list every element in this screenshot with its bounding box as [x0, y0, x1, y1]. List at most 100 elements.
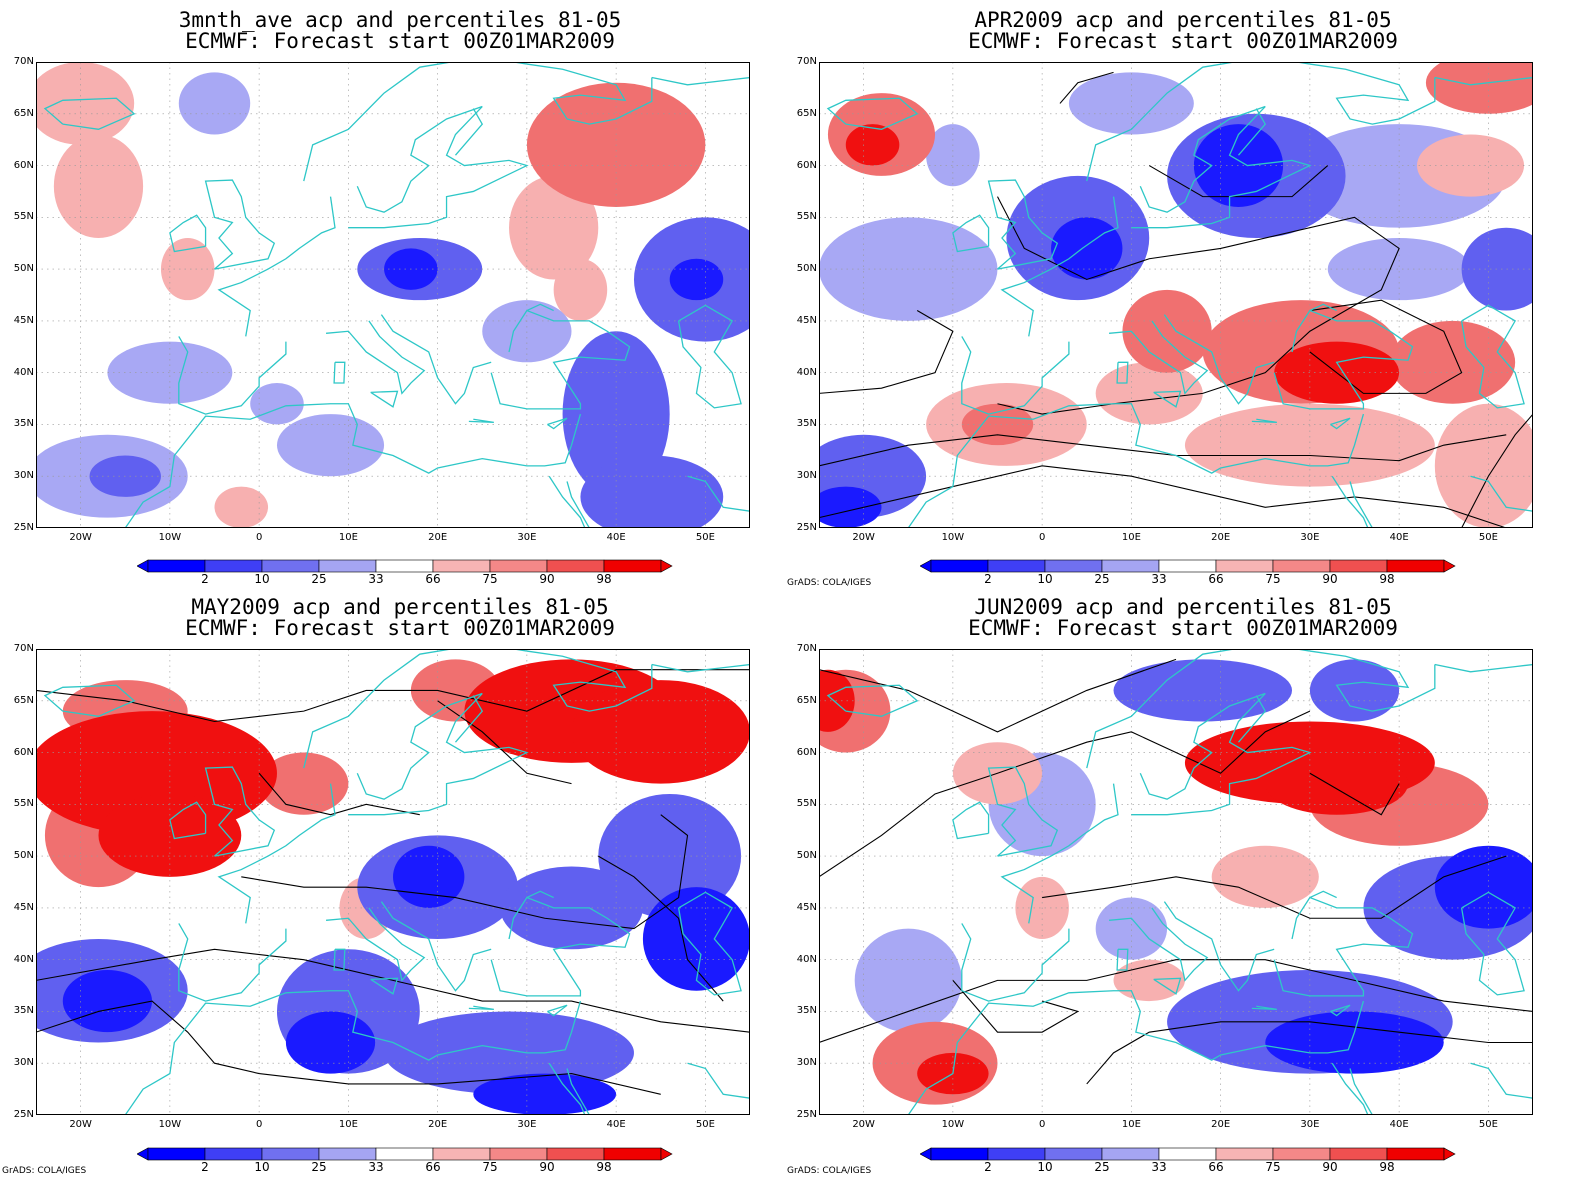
colorbar-label: 66 — [1208, 572, 1224, 586]
latitude-tick-label: 60N — [13, 159, 34, 171]
colorbar-label: 25 — [1094, 1160, 1110, 1174]
low-percentile-region — [62, 970, 153, 1033]
contour-line — [1461, 413, 1533, 528]
longitude-tick-label: 10E — [1121, 532, 1141, 543]
colorbar-swatch — [261, 559, 320, 573]
coastline — [526, 650, 653, 712]
colorbar-label: 90 — [1322, 1160, 1338, 1174]
latitude-tick-label: 35N — [796, 1005, 817, 1017]
colorbar-arrow-left — [136, 1147, 149, 1161]
latitude-tick-label: 35N — [13, 1005, 34, 1017]
map-plot-area — [819, 62, 1553, 542]
high-percentile-region — [1211, 845, 1319, 908]
latitude-tick-label: 70N — [796, 56, 817, 67]
colorbar-svg — [919, 559, 1456, 573]
longitude-tick-label: 20E — [428, 532, 448, 543]
coastline — [987, 766, 1059, 857]
map-svg — [819, 62, 1533, 528]
low-percentile-region — [1068, 72, 1194, 135]
high-percentile-region — [845, 124, 900, 166]
coastline — [204, 179, 276, 270]
map-svg — [819, 649, 1533, 1115]
longitude-tick-label: 30E — [1300, 1119, 1320, 1130]
high-percentile-region — [1122, 289, 1212, 373]
colorbar-label: 10 — [254, 1160, 270, 1174]
grads-credit: GrADS: COLA/IGES — [2, 1166, 87, 1176]
coastline — [907, 990, 1365, 1115]
contour-line — [1086, 1021, 1533, 1085]
coastline — [178, 336, 287, 415]
latitude-tick-label: 40N — [13, 366, 34, 378]
longitude-tick-label: 20W — [852, 532, 875, 543]
longitude-tick-label: 30E — [1300, 532, 1320, 543]
low-percentile-region — [854, 928, 962, 1033]
contour-line — [1042, 855, 1507, 919]
contour-line — [819, 658, 1177, 733]
colorbar-label: 98 — [596, 1160, 612, 1174]
colorbar-swatch — [1101, 1147, 1160, 1161]
colorbar-swatch — [1215, 1147, 1274, 1161]
coastline — [1349, 1068, 1373, 1115]
coastline — [303, 649, 527, 769]
colorbar-arrow-left — [136, 559, 149, 573]
colorbar-label: 10 — [1037, 572, 1053, 586]
panel-subtitle: ECMWF: Forecast start 00Z01MAR2009 — [968, 29, 1398, 53]
high-percentile-region — [1184, 403, 1435, 487]
coastline — [907, 403, 1365, 528]
colorbar-legend: 2 10 25 33 66 75 90 98 — [136, 1146, 673, 1180]
colorbar-label: 33 — [1151, 1160, 1167, 1174]
coastline — [961, 923, 1070, 1002]
latitude-tick-label: 65N — [13, 694, 34, 706]
latitude-tick-label: 25N — [796, 522, 817, 533]
map-frame — [819, 649, 1533, 1115]
colorbar-swatch — [930, 559, 989, 573]
colorbar-swatch — [204, 559, 263, 573]
colorbar-label: 2 — [984, 1160, 992, 1174]
latitude-tick-label: 40N — [13, 953, 34, 965]
high-percentile-region — [571, 680, 750, 784]
low-percentile-region — [1327, 238, 1471, 301]
coastline — [1434, 76, 1533, 86]
colorbar-label: 98 — [1379, 1160, 1395, 1174]
latitude-tick-label: 25N — [796, 1109, 817, 1120]
panel-subtitle: ECMWF: Forecast start 00Z01MAR2009 — [185, 616, 615, 640]
coastline — [380, 901, 492, 992]
contour-line — [952, 980, 1080, 1033]
low-percentile-region — [1434, 845, 1533, 929]
coastline — [1131, 692, 1312, 816]
colorbar-swatch — [489, 559, 548, 573]
coastline — [1251, 1005, 1277, 1011]
longitude-tick-label: 20W — [852, 1119, 875, 1130]
latitude-tick-label: 35N — [796, 418, 817, 430]
high-percentile-region — [1095, 362, 1203, 425]
colorbar-label: 33 — [368, 572, 384, 586]
colorbar-swatch — [1158, 1147, 1217, 1161]
contour-line — [258, 772, 420, 816]
coastline — [1131, 105, 1312, 229]
low-percentile-region — [178, 72, 251, 135]
coastline — [961, 336, 1070, 415]
longitude-tick-label: 20W — [69, 1119, 92, 1130]
high-percentile-region — [214, 486, 269, 528]
longitude-tick-label: 50E — [1478, 1119, 1498, 1130]
coastline — [169, 801, 207, 840]
coastline — [1309, 63, 1436, 125]
colorbar-arrow-right — [1443, 1147, 1456, 1161]
contour-line — [819, 959, 1533, 1044]
longitude-tick-label: 10W — [158, 1119, 182, 1130]
coastline — [1331, 1062, 1369, 1115]
coastline — [1109, 907, 1209, 982]
grads-credit: GrADS: COLA/IGES — [787, 1166, 872, 1176]
colorbar-label: 25 — [311, 1160, 327, 1174]
coastline — [1349, 481, 1373, 528]
coastline — [677, 891, 742, 996]
coastline — [952, 801, 990, 840]
longitude-tick-label: 0 — [255, 1119, 263, 1130]
latitude-tick-label: 40N — [796, 953, 817, 965]
high-percentile-region — [509, 175, 599, 280]
colorbar-label: 10 — [1037, 1160, 1053, 1174]
latitude-tick-label: 25N — [13, 1109, 34, 1120]
coastline — [326, 907, 426, 982]
coastline — [1309, 890, 1337, 899]
low-percentile-region — [819, 486, 882, 528]
